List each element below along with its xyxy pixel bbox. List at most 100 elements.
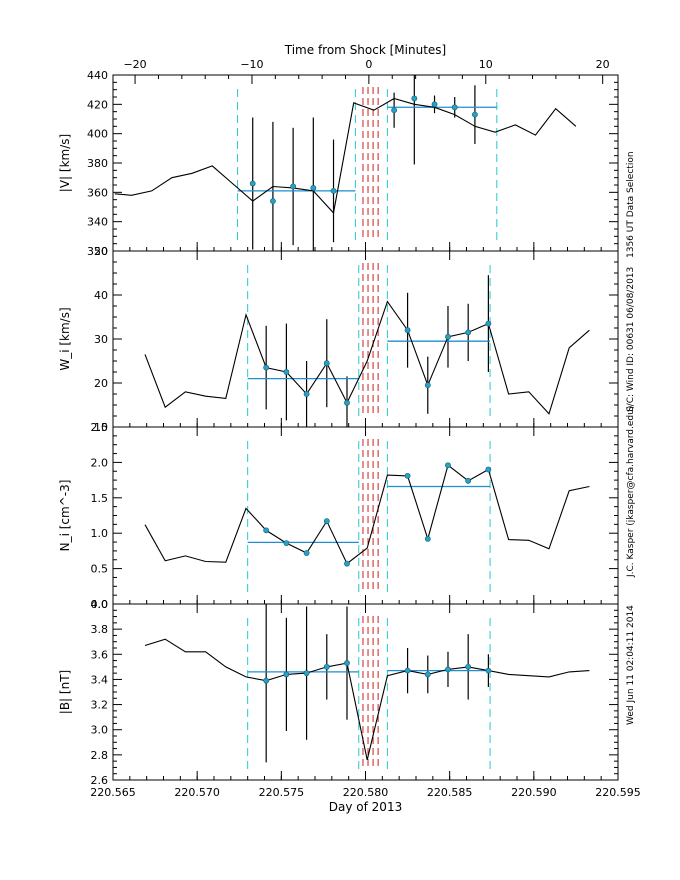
side-note-spacecraft: S/C: Wind ID: 00631 06/08/2013 bbox=[626, 267, 636, 412]
data-point bbox=[485, 466, 492, 473]
data-point bbox=[323, 663, 330, 670]
series-line bbox=[144, 300, 590, 415]
top-axis-title: Time from Shock [Minutes] bbox=[284, 43, 446, 57]
top-tick-label: 20 bbox=[596, 58, 610, 71]
data-point bbox=[249, 180, 256, 187]
y-tick-label: 0.5 bbox=[91, 563, 109, 576]
y-tick-label: 40 bbox=[94, 289, 108, 302]
data-point bbox=[485, 320, 492, 327]
data-point bbox=[445, 333, 451, 340]
y-tick-label: 380 bbox=[87, 157, 108, 170]
y-tick-label: 400 bbox=[87, 128, 108, 141]
data-point bbox=[303, 670, 310, 677]
x-tick-label: 220.595 bbox=[595, 786, 641, 799]
panel-frame bbox=[112, 74, 619, 252]
x-tick-label: 220.580 bbox=[343, 786, 389, 799]
x-axis-title: Day of 2013 bbox=[329, 800, 402, 814]
data-point bbox=[283, 540, 290, 547]
data-point bbox=[263, 527, 270, 534]
x-tick-label: 220.570 bbox=[174, 786, 220, 799]
y-axis-title: |B| [nT] bbox=[58, 670, 72, 714]
side-note-timestamp: Wed Jun 11 02:04:11 2014 bbox=[626, 605, 636, 725]
data-point bbox=[323, 518, 330, 525]
data-point bbox=[465, 663, 472, 670]
x-tick-label: 220.565 bbox=[90, 786, 136, 799]
panel-frame bbox=[112, 426, 619, 605]
y-tick-label: 2.6 bbox=[91, 774, 109, 787]
side-note-author: J.C. Kasper (jkasper@cfa.harvard.edu) bbox=[626, 406, 636, 578]
data-point bbox=[344, 399, 350, 406]
data-point bbox=[465, 329, 472, 336]
data-point bbox=[303, 550, 310, 556]
data-point bbox=[283, 671, 290, 678]
y-axis-title: N_i [cm^-3] bbox=[58, 480, 72, 552]
data-point bbox=[424, 671, 431, 678]
y-axis-title: W_i [km/s] bbox=[58, 307, 72, 370]
data-point bbox=[451, 104, 458, 111]
y-tick-label: 4.0 bbox=[91, 598, 109, 611]
x-tick-label: 220.590 bbox=[511, 786, 557, 799]
y-tick-label: 2.8 bbox=[91, 749, 109, 762]
y-tick-label: 1.0 bbox=[91, 527, 109, 540]
data-point bbox=[303, 391, 310, 397]
data-point bbox=[445, 666, 451, 673]
side-note-selection: 1356 UT Data Selection bbox=[626, 151, 636, 258]
x-tick-label: 220.575 bbox=[259, 786, 305, 799]
plot-layer: −20 −10 0 10 20 320 340 360 380 400 420 440 |V| [km/… bbox=[58, 58, 641, 799]
data-point bbox=[391, 107, 398, 114]
y-tick-label: 10 bbox=[94, 421, 108, 434]
y-tick-label: 320 bbox=[87, 245, 108, 258]
data-point bbox=[404, 472, 411, 479]
data-point bbox=[270, 198, 276, 205]
series-line bbox=[144, 464, 590, 565]
data-point bbox=[404, 327, 411, 334]
data-point bbox=[344, 560, 350, 567]
top-tick-label: 0 bbox=[365, 58, 372, 71]
data-point bbox=[431, 101, 438, 108]
x-tick-label: 220.585 bbox=[427, 786, 473, 799]
data-point bbox=[485, 667, 492, 674]
data-point bbox=[323, 360, 330, 367]
y-tick-label: 1.5 bbox=[91, 492, 109, 505]
data-point bbox=[290, 183, 297, 190]
y-tick-label: 0.0 bbox=[91, 598, 109, 611]
data-point bbox=[263, 677, 270, 684]
data-point bbox=[263, 364, 270, 371]
data-point bbox=[310, 185, 317, 191]
data-point bbox=[330, 187, 337, 194]
top-tick-label: −10 bbox=[240, 58, 263, 71]
y-tick-label: 3.6 bbox=[91, 648, 109, 661]
y-tick-label: 3.8 bbox=[91, 623, 109, 636]
data-point bbox=[424, 382, 431, 389]
y-tick-label: 420 bbox=[87, 98, 108, 111]
y-tick-label: 3.4 bbox=[91, 673, 109, 686]
data-point bbox=[344, 660, 350, 666]
panel-thermal-speed: 10 20 30 40 50 W_i [km/s] bbox=[58, 245, 619, 434]
data-point bbox=[424, 535, 431, 542]
data-point bbox=[465, 477, 472, 484]
y-tick-label: 20 bbox=[94, 377, 108, 390]
y-axis-title: |V| [km/s] bbox=[58, 134, 72, 192]
y-tick-label: 3.2 bbox=[91, 699, 109, 712]
panel-speed: 320 340 360 380 400 420 440 |V| [km/s] bbox=[58, 69, 619, 258]
top-tick-label: 10 bbox=[479, 58, 493, 71]
data-point bbox=[445, 462, 451, 469]
data-point bbox=[472, 111, 478, 118]
panel-frame bbox=[112, 250, 619, 428]
y-tick-label: 2.5 bbox=[91, 421, 109, 434]
y-tick-label: 50 bbox=[94, 245, 108, 258]
data-point bbox=[283, 369, 290, 375]
y-tick-label: 2.0 bbox=[91, 456, 109, 469]
y-tick-label: 340 bbox=[87, 216, 108, 229]
data-point bbox=[404, 667, 411, 674]
y-tick-label: 360 bbox=[87, 186, 108, 199]
panel-field: 2.6 2.8 3.0 3.2 3.4 3.6 3.8 4.0 |B| [nT] bbox=[58, 598, 619, 787]
panel-density: 0.0 0.5 1.0 1.5 2.0 2.5 N_i [cm^-3] bbox=[58, 421, 619, 611]
top-tick-label: −20 bbox=[123, 58, 146, 71]
series-line bbox=[114, 97, 577, 215]
y-tick-label: 440 bbox=[87, 69, 108, 82]
series-line bbox=[144, 638, 590, 761]
y-tick-label: 3.0 bbox=[91, 724, 109, 737]
y-tick-label: 30 bbox=[94, 333, 108, 346]
